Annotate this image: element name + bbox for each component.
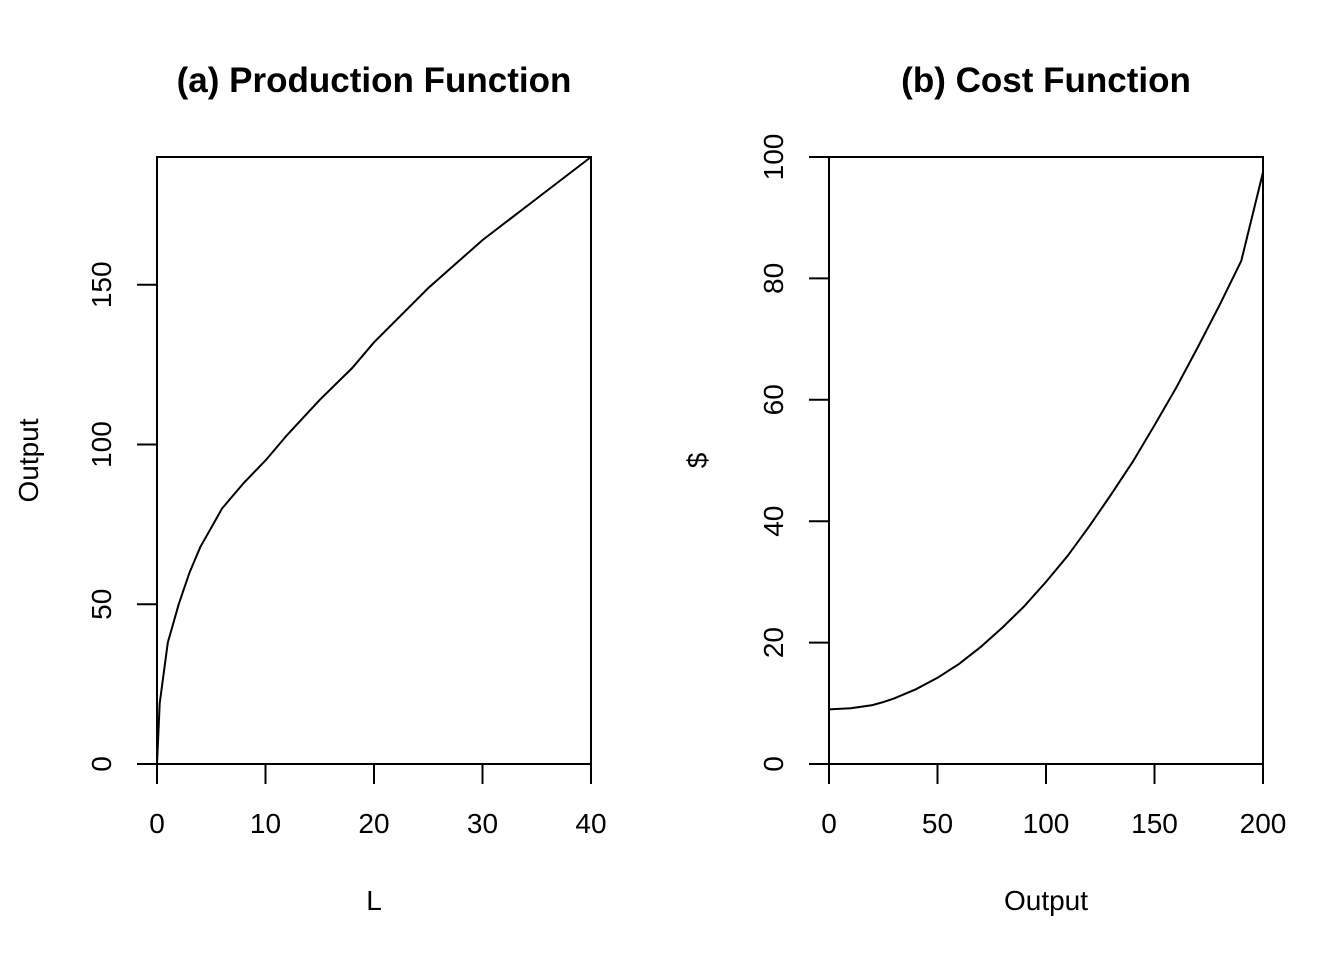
production-function-curve	[156, 156, 592, 765]
production-function-panel: (a) Production Function 0 10 20 30 40 0 50 100 15…	[13, 61, 607, 916]
production-y-axis-label: Output	[13, 418, 44, 502]
cost-x-axis-label: Output	[1004, 885, 1088, 916]
production-x-tick-label: 10	[250, 808, 281, 839]
cost-y-tick-label: 100	[758, 134, 789, 181]
cost-plot-frame	[828, 156, 1264, 765]
production-chart-title: (a) Production Function	[177, 61, 572, 100]
cost-chart-title: (b) Cost Function	[901, 61, 1191, 100]
cost-x-tick-label: 150	[1131, 808, 1178, 839]
production-y-tick-label: 50	[86, 589, 117, 620]
production-y-tick-label: 100	[86, 421, 117, 468]
production-x-tick-label: 40	[575, 808, 606, 839]
production-x-tick-label: 20	[358, 808, 389, 839]
cost-y-tick-label: 40	[758, 506, 789, 537]
cost-y-tick-label: 80	[758, 263, 789, 294]
cost-x-tick-label: 100	[1023, 808, 1070, 839]
production-y-tick-label: 0	[86, 756, 117, 772]
production-x-axis-label: L	[366, 885, 382, 916]
cost-function-curve	[828, 171, 1264, 711]
cost-y-tick-label: 0	[758, 756, 789, 772]
cost-y-tick-label: 20	[758, 627, 789, 658]
production-plot-frame	[156, 156, 592, 765]
cost-y-tick-label: 60	[758, 384, 789, 415]
production-y-tick-label: 150	[86, 261, 117, 308]
cost-function-panel: (b) Cost Function 0 50 100 150 200 0 20 40 60 80 10…	[682, 61, 1286, 916]
cost-y-axis-label: $	[682, 452, 713, 468]
production-x-tick-label: 30	[467, 808, 498, 839]
cost-x-tick-label: 50	[922, 808, 953, 839]
cost-x-tick-label: 0	[821, 808, 837, 839]
cost-x-tick-label: 200	[1240, 808, 1287, 839]
production-x-tick-label: 0	[149, 808, 165, 839]
